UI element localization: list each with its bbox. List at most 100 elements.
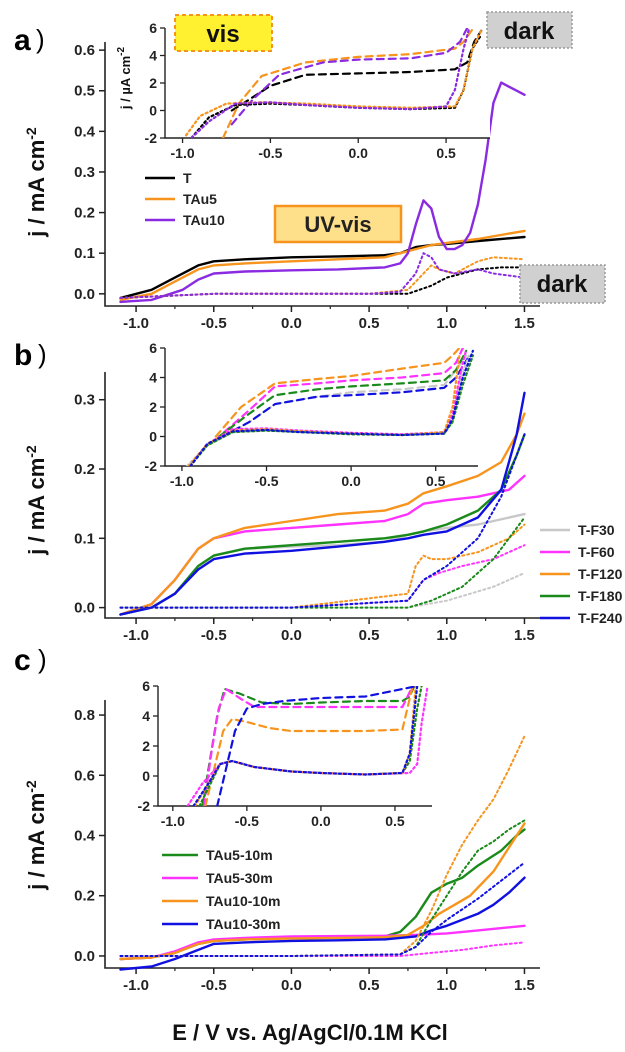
- svg-text:j / mA cm-2: j / mA cm-2: [23, 127, 49, 238]
- dark-tag-top-box: [486, 11, 573, 49]
- inset-y-tick-label: 6: [149, 20, 157, 36]
- series-line-tau10-30m-dark: [119, 861, 526, 957]
- inset-y-tick-label: -2: [145, 130, 158, 146]
- panel-label-a: a: [14, 24, 31, 57]
- series-line-tau5-30m: [119, 924, 526, 961]
- plot-c: -1.0 -0.5 0.0 0.5 1.0 1.5 0.0 0.2 0.4 0.6 0.8: [74, 700, 540, 994]
- legend-label: TAu5: [183, 191, 217, 207]
- panel-paren-b: ): [38, 339, 47, 369]
- legend-label: T-F60: [578, 544, 615, 560]
- y-tick-label: 0.1: [74, 245, 95, 262]
- series-line-tau5: [119, 229, 526, 302]
- vis-tag-box: [174, 14, 273, 52]
- inset-background: [165, 348, 478, 466]
- inset-series-line-t-f180-vis: [218, 349, 468, 438]
- x-tick-label: -0.5: [201, 315, 227, 332]
- x-tick-label: -0.5: [201, 977, 227, 994]
- inset-x-tick-label: -0.5: [258, 145, 282, 161]
- y-tick-label: 0.0: [74, 600, 95, 617]
- panel-label-c: c: [14, 644, 31, 677]
- series-line-tau10-dark: [119, 252, 526, 299]
- series-line-t: [119, 235, 526, 300]
- x-tick-label: 1.0: [436, 315, 457, 332]
- legend-label: T-F180: [578, 588, 623, 604]
- x-tick-label: 1.0: [436, 977, 457, 994]
- inset-y-tick-label: 2: [142, 738, 150, 754]
- y-tick-label: 0.2: [74, 888, 95, 905]
- y-axis-label-a: j / mA cm-2: [23, 127, 49, 238]
- inset-x-tick-label: 0.0: [349, 145, 369, 161]
- y-tick-label: 0.4: [74, 123, 96, 140]
- inset-series-line-tau10-30m-dark: [192, 686, 419, 806]
- inset-x-tick-label: 0.5: [385, 813, 405, 829]
- inset-y-tick-label: 0: [149, 103, 157, 119]
- panel-a: a ) j / mA cm-2 -1.0 -0.5 0.0 0.5 1.0 1.5 0.0 0…: [14, 11, 606, 332]
- inset-y-tick-label: 2: [149, 399, 157, 415]
- inset-x-tick-label: -0.5: [235, 813, 259, 829]
- series-line-tau5-10m-dark: [119, 819, 526, 957]
- panel-c: c ) j / mA cm-2 -1.0 -0.5 0.0 0.5 1.0 1.5 0.0 0…: [14, 644, 540, 994]
- y-tick-label: 0.0: [74, 948, 95, 965]
- series-line-tau10: [119, 81, 526, 304]
- series-line-tau10-30m: [119, 876, 526, 971]
- inset-y-tick-label: 4: [149, 370, 157, 386]
- y-tick-label: 0.6: [74, 42, 95, 59]
- legend-label: TAu10-10m: [206, 893, 280, 909]
- series-line-t-f120: [119, 412, 526, 616]
- inset-plot-b: -1.0 -0.5 0.0 0.5 -2 0 2 4 6: [145, 340, 478, 489]
- series-line-tau10-10m: [119, 822, 526, 961]
- y-tick-label: 0.2: [74, 205, 95, 222]
- dark-tag-bottom: dark: [537, 271, 588, 298]
- inset-series-line-tau10-vis: [230, 28, 469, 126]
- uv-vis-tag: UV-vis: [304, 212, 371, 237]
- y-tick-label: 0.1: [74, 530, 95, 547]
- inset-series-line-tau10-30m-vis: [216, 686, 419, 806]
- inset-series-line-tau5-dark: [185, 29, 483, 137]
- inset-y-axis-label-a: j / µA cm-2: [116, 46, 133, 110]
- series-line-t-f30-dark: [119, 572, 526, 609]
- inset-y-tick-label: -2: [138, 798, 151, 814]
- x-tick-label: -1.0: [123, 977, 149, 994]
- x-tick-label: 0.5: [359, 315, 380, 332]
- y-tick-label: 0.0: [74, 286, 95, 303]
- axes-a: [104, 42, 540, 307]
- x-tick-label: 0.5: [359, 977, 380, 994]
- series-line-t-f240: [119, 391, 526, 616]
- inset-y-tick-label: 6: [142, 678, 150, 694]
- series-line-t-f180-dark: [119, 516, 526, 609]
- x-tick-label: -1.0: [123, 627, 149, 644]
- inset-series-line-t-f60-vis: [223, 348, 464, 434]
- y-tick-label: 0.3: [74, 392, 95, 409]
- x-tick-label: 0.5: [359, 627, 380, 644]
- axes-c: [104, 700, 540, 969]
- inset-y-tick-label: 0: [149, 429, 157, 445]
- series-line-t-f30: [119, 512, 526, 616]
- series-line-t-f240-dark: [119, 433, 526, 609]
- legend-label: T-F240: [578, 610, 623, 626]
- y-tick-label: 0.4: [74, 828, 96, 845]
- inset-x-tick-label: -1.0: [170, 473, 194, 489]
- x-tick-label: 1.5: [514, 627, 535, 644]
- inset-x-tick-label: 0.0: [341, 473, 361, 489]
- series-line-t-f180: [119, 433, 526, 616]
- svg-text:j / mA cm-2: j / mA cm-2: [23, 780, 49, 891]
- x-tick-label: 0.0: [281, 627, 302, 644]
- series-line-tau5-dark: [119, 256, 526, 299]
- x-tick-label: 1.5: [514, 315, 535, 332]
- legend-label: TAu5-30m: [206, 870, 273, 886]
- y-tick-label: 0.8: [74, 707, 95, 724]
- panel-paren-c: ): [38, 644, 47, 674]
- inset-series-line-tau10-dark: [190, 28, 470, 138]
- plot-b: -1.0 -0.5 0.0 0.5 1.0 1.5 0.0 0.1 0.2 0.3: [74, 372, 540, 644]
- inset-plot-c: -1.0 -0.5 0.0 0.5 -2 0 2 4 6: [138, 678, 432, 829]
- panel-paren-a: ): [36, 24, 45, 54]
- inset-x-tick-label: 0.0: [311, 813, 331, 829]
- legend-label: T-F30: [578, 522, 615, 538]
- inset-x-tick-label: 0.5: [436, 145, 456, 161]
- axes-b: [104, 372, 540, 619]
- inset-y-tick-label: 4: [149, 48, 157, 64]
- x-tick-label: 1.5: [514, 977, 535, 994]
- x-tick-label: 0.0: [281, 315, 302, 332]
- plot-a: -1.0 -0.5 0.0 0.5 1.0 1.5 0.0 0.1 0.2 0.3 0.4 0.5 0.…: [74, 42, 540, 332]
